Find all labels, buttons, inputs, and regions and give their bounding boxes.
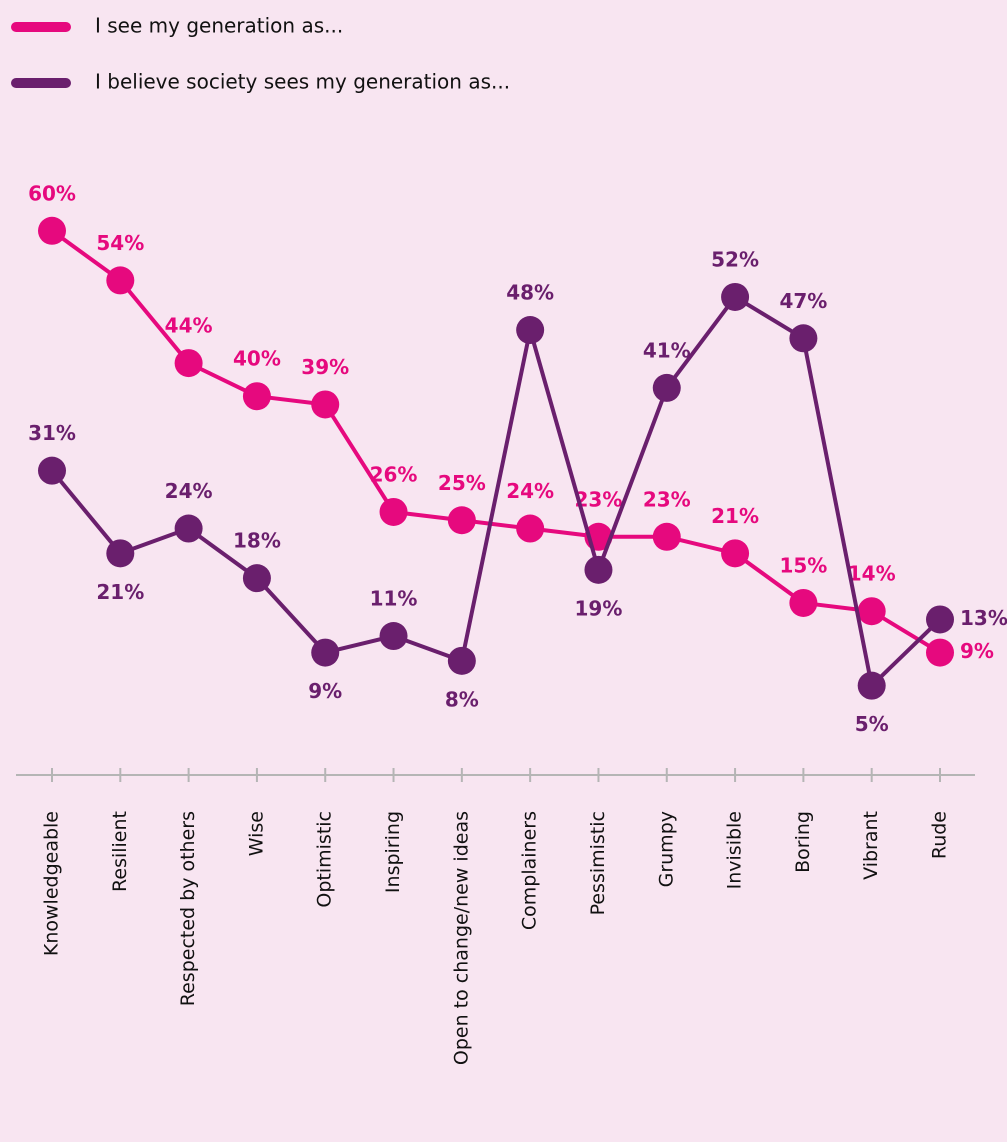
x-tick-label: Vibrant xyxy=(860,811,882,880)
data-label: 48% xyxy=(506,281,554,305)
x-tick-label: Grumpy xyxy=(655,811,677,887)
data-point xyxy=(857,671,886,700)
data-label: 60% xyxy=(28,181,76,205)
data-label: 9% xyxy=(308,679,342,703)
data-point xyxy=(106,266,135,295)
x-tick-label: Pessimistic xyxy=(587,811,609,915)
data-point xyxy=(447,646,476,675)
data-point xyxy=(174,514,203,543)
data-label: 47% xyxy=(779,289,827,313)
x-tick-label: Respected by others xyxy=(177,811,199,1006)
x-tick-label: Boring xyxy=(792,811,814,873)
data-point xyxy=(789,588,818,617)
data-point xyxy=(242,564,271,593)
data-point xyxy=(516,514,545,543)
legend-label: I believe society sees my generation as.… xyxy=(95,70,510,94)
data-point xyxy=(311,638,340,667)
data-label: 40% xyxy=(233,347,281,371)
data-label: 21% xyxy=(711,504,759,528)
data-label: 26% xyxy=(370,462,418,486)
data-label: 15% xyxy=(779,553,827,577)
x-tick-label: Inspiring xyxy=(382,811,404,893)
data-label: 13% xyxy=(960,606,1007,630)
data-point xyxy=(926,605,954,634)
data-point xyxy=(447,506,476,535)
x-tick-label: Resilient xyxy=(109,811,131,892)
data-point xyxy=(789,324,818,353)
data-point xyxy=(857,597,886,626)
x-tick-label: Invisible xyxy=(724,811,746,889)
x-tick-label: Knowledgeable xyxy=(41,811,63,956)
data-point xyxy=(584,555,613,584)
data-label: 41% xyxy=(643,338,691,362)
data-point xyxy=(926,638,954,667)
data-point xyxy=(379,622,408,651)
data-point xyxy=(652,373,681,402)
data-label: 11% xyxy=(370,587,418,611)
data-point xyxy=(721,539,750,568)
data-point xyxy=(242,382,271,411)
x-tick-label: Complainers xyxy=(519,811,541,930)
data-point xyxy=(652,522,681,551)
data-label: 19% xyxy=(575,596,623,620)
data-label: 39% xyxy=(301,355,349,379)
data-label: 14% xyxy=(848,562,896,586)
data-label: 8% xyxy=(445,687,479,711)
data-point xyxy=(38,456,66,485)
data-point xyxy=(174,349,203,378)
x-tick-label: Wise xyxy=(245,811,267,856)
data-label: 24% xyxy=(506,479,554,503)
data-label: 21% xyxy=(96,580,144,604)
data-point xyxy=(106,539,135,568)
data-point xyxy=(379,497,408,526)
legend-label: I see my generation as... xyxy=(95,14,343,38)
x-tick-label: Open to change/new ideas xyxy=(450,811,472,1065)
data-label: 23% xyxy=(643,487,691,511)
data-label: 9% xyxy=(960,639,994,663)
data-label: 52% xyxy=(711,247,759,271)
data-label: 24% xyxy=(165,479,213,503)
data-label: 25% xyxy=(438,471,486,495)
data-label: 18% xyxy=(233,529,281,553)
data-label: 31% xyxy=(28,421,76,445)
data-point xyxy=(721,282,750,311)
data-label: 44% xyxy=(165,314,213,338)
data-point xyxy=(516,316,545,345)
x-tick-label: Rude xyxy=(929,811,951,859)
data-point xyxy=(38,216,66,245)
data-label: 5% xyxy=(855,712,889,736)
data-label: 54% xyxy=(96,231,144,255)
x-tick-label: Optimistic xyxy=(314,811,336,908)
data-point xyxy=(311,390,340,419)
